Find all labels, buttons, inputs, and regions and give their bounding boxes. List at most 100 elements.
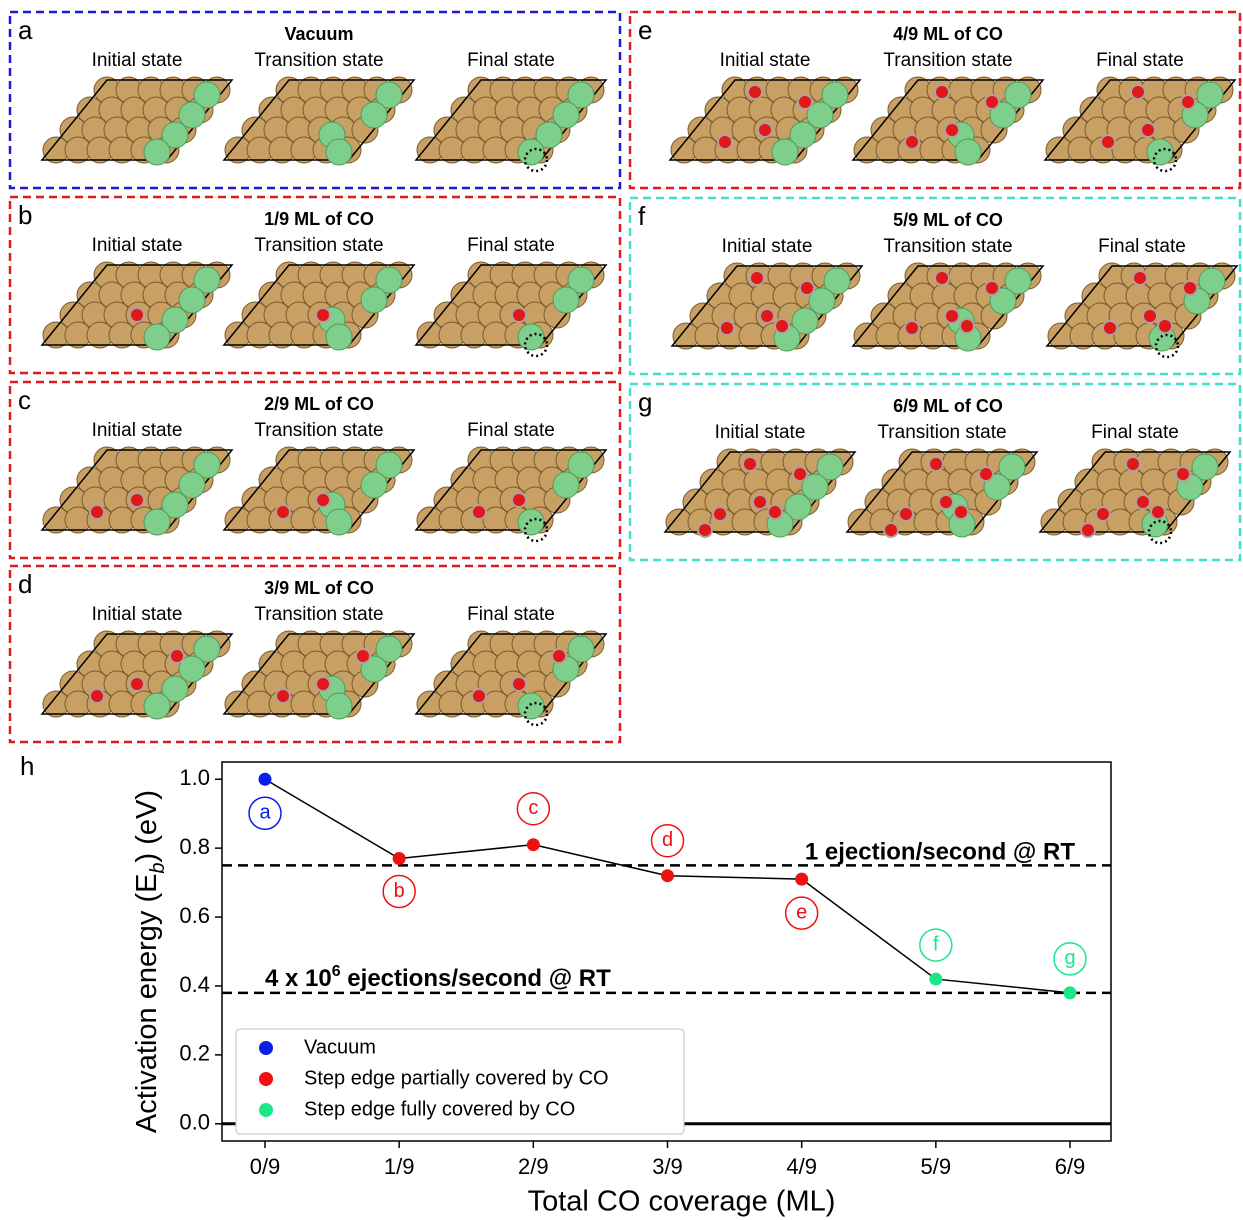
y-tick-label: 1.0: [179, 765, 210, 790]
edge-atom: [955, 139, 981, 165]
co-molecule: [793, 467, 807, 481]
state-label: Transition state: [254, 604, 383, 625]
surface-image: [416, 631, 606, 725]
co-molecule: [316, 493, 330, 507]
reference-label-sup: 6: [332, 963, 341, 980]
co-molecule: [1131, 85, 1145, 99]
co-molecule: [1181, 95, 1195, 109]
edge-atom: [361, 472, 387, 498]
co-molecule: [1143, 309, 1157, 323]
co-molecule: [718, 135, 732, 149]
data-point: [1064, 986, 1077, 999]
state-label: Final state: [1096, 50, 1184, 71]
surface-image: [853, 77, 1043, 165]
co-molecule: [1081, 523, 1095, 537]
co-molecule: [720, 321, 734, 335]
surface-image: [416, 262, 606, 356]
state-label: Final state: [467, 604, 555, 625]
y-tick-label: 0.8: [179, 834, 210, 859]
state-label: Transition state: [883, 236, 1012, 257]
x-axis-label: Total CO coverage (ML): [528, 1186, 836, 1218]
panel-letter: g: [638, 387, 652, 417]
co-molecule: [130, 677, 144, 691]
edge-atom: [553, 472, 579, 498]
surface-image: [224, 631, 414, 719]
panel-letter: f: [638, 201, 646, 231]
point-label: b: [394, 880, 405, 902]
panel-letter: a: [18, 15, 33, 45]
co-molecule: [979, 467, 993, 481]
state-label: Initial state: [92, 235, 183, 256]
state-label: Transition state: [883, 50, 1012, 71]
panel-letter: h: [20, 751, 34, 781]
surface-image: [224, 262, 414, 350]
co-molecule: [905, 135, 919, 149]
co-molecule: [1176, 467, 1190, 481]
co-molecule: [798, 95, 812, 109]
edge-atom: [361, 102, 387, 128]
point-label: c: [528, 797, 538, 819]
data-point: [393, 852, 406, 865]
co-molecule: [985, 281, 999, 295]
surface-image: [847, 449, 1037, 537]
reference-label-part: ejections/second @ RT: [341, 965, 611, 992]
legend-marker: [259, 1041, 273, 1055]
panel-title: 5/9 ML of CO: [893, 210, 1003, 230]
panel-title: Vacuum: [284, 24, 353, 44]
panel-title: 3/9 ML of CO: [264, 578, 374, 598]
edge-atom: [326, 693, 352, 719]
edge-atom: [553, 287, 579, 313]
co-molecule: [316, 308, 330, 322]
surface-image: [224, 447, 414, 535]
panel-title: 1/9 ML of CO: [264, 209, 374, 229]
state-label: Initial state: [92, 50, 183, 71]
y-tick-label: 0.6: [179, 903, 210, 928]
y-axis-label-part: ) (eV): [131, 790, 163, 863]
reference-label: 4 x 106 ejections/second @ RT: [265, 963, 611, 993]
co-molecule: [1101, 135, 1115, 149]
data-point: [527, 838, 540, 851]
edge-atom: [144, 509, 170, 535]
co-molecule: [743, 457, 757, 471]
x-tick-label: 6/9: [1055, 1154, 1086, 1179]
co-molecule: [905, 321, 919, 335]
co-molecule: [316, 677, 330, 691]
figure: a Vacuum Initial state Transition state Fina…: [0, 0, 1243, 1220]
co-molecule: [552, 649, 566, 663]
state-label: Transition state: [254, 235, 383, 256]
edge-atom: [518, 324, 544, 350]
panel-title: 6/9 ML of CO: [893, 396, 1003, 416]
co-molecule: [945, 309, 959, 323]
state-label: Initial state: [92, 420, 183, 441]
x-tick-label: 4/9: [786, 1154, 817, 1179]
surface-image: [853, 263, 1043, 351]
co-molecule: [1158, 319, 1172, 333]
co-molecule: [985, 95, 999, 109]
surface-image: [42, 631, 232, 719]
co-molecule: [698, 523, 712, 537]
edge-atom: [518, 139, 544, 165]
co-molecule: [935, 271, 949, 285]
data-point: [929, 973, 942, 986]
reference-label-part: 1 ejection/second @ RT: [805, 839, 1075, 866]
co-molecule: [90, 505, 104, 519]
page: {"panels": [ {"letter": "a", "title": "V…: [0, 0, 1243, 1220]
co-molecule: [884, 523, 898, 537]
co-molecule: [512, 493, 526, 507]
state-label: Transition state: [254, 50, 383, 71]
x-tick-label: 1/9: [384, 1154, 415, 1179]
y-tick-label: 0.2: [179, 1041, 210, 1066]
co-molecule: [768, 505, 782, 519]
co-molecule: [130, 493, 144, 507]
co-molecule: [1136, 495, 1150, 509]
state-label: Final state: [1098, 236, 1186, 257]
state-label: Initial state: [715, 422, 806, 443]
co-molecule: [1096, 507, 1110, 521]
co-molecule: [899, 507, 913, 521]
edge-atom: [518, 693, 544, 719]
data-point: [795, 873, 808, 886]
surface-image: [1047, 263, 1237, 357]
x-tick-label: 0/9: [250, 1154, 281, 1179]
surface-image: [224, 77, 414, 165]
co-molecule: [1133, 271, 1147, 285]
